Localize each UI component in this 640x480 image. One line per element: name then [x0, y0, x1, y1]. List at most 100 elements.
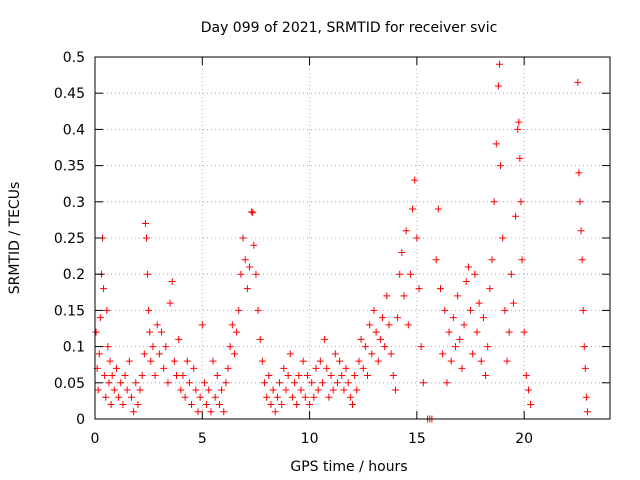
data-point	[452, 343, 459, 351]
data-point	[372, 328, 380, 336]
data-point	[361, 343, 369, 351]
data-point	[100, 285, 108, 293]
data-point	[333, 379, 341, 387]
data-point	[170, 357, 178, 365]
data-point	[92, 328, 100, 336]
data-point	[379, 314, 387, 322]
data-point	[583, 408, 591, 416]
x-tick-label: 10	[301, 431, 319, 447]
data-point	[432, 256, 440, 264]
data-point	[288, 393, 296, 401]
data-point	[237, 270, 245, 278]
data-point	[520, 328, 528, 336]
data-point	[454, 292, 462, 300]
data-point	[160, 364, 168, 372]
data-point	[308, 379, 316, 387]
data-point	[200, 379, 208, 387]
data-point	[127, 393, 135, 401]
data-point	[518, 256, 526, 264]
data-point	[123, 386, 131, 394]
data-point	[338, 372, 346, 380]
data-point	[503, 357, 511, 365]
data-point	[265, 372, 273, 380]
data-point	[482, 372, 490, 380]
data-point	[194, 408, 202, 416]
plot-frame	[94, 56, 611, 420]
data-point	[141, 220, 149, 228]
data-points	[92, 60, 591, 423]
y-tick-label: 0.05	[54, 376, 85, 392]
data-point	[312, 364, 320, 372]
data-point	[581, 364, 589, 372]
data-point	[385, 321, 393, 329]
data-point	[192, 386, 200, 394]
data-point	[119, 401, 127, 409]
data-point	[400, 292, 408, 300]
data-point	[269, 386, 277, 394]
y-tick-label: 0.45	[54, 86, 85, 102]
data-point	[349, 401, 356, 409]
data-point	[462, 277, 470, 285]
data-point	[413, 234, 421, 242]
data-point	[254, 306, 262, 314]
data-point	[215, 401, 223, 409]
data-point	[211, 393, 219, 401]
data-point	[374, 357, 382, 365]
data-point	[515, 118, 523, 126]
data-point	[301, 393, 309, 401]
data-point	[280, 364, 288, 372]
data-point	[577, 227, 585, 235]
data-point	[501, 306, 509, 314]
data-point	[213, 372, 221, 380]
y-axis-label: SRMTID / TECUs	[7, 182, 23, 295]
grid-lines	[95, 57, 610, 419]
data-point	[509, 299, 517, 307]
data-point	[132, 379, 140, 387]
data-point	[310, 393, 318, 401]
data-point	[164, 379, 172, 387]
data-point	[517, 198, 525, 206]
data-point	[464, 263, 472, 271]
data-point	[205, 386, 213, 394]
data-point	[235, 306, 243, 314]
data-point	[494, 82, 502, 90]
data-point	[203, 401, 211, 409]
x-axis-label: GPS time / hours	[290, 459, 407, 475]
data-point	[340, 386, 348, 394]
axis-ticks	[94, 56, 610, 420]
data-point	[357, 335, 365, 343]
data-point	[316, 357, 324, 365]
data-point	[258, 357, 266, 365]
data-point	[306, 401, 314, 409]
x-tick-label: 5	[198, 431, 207, 447]
data-point	[398, 248, 406, 256]
data-point	[469, 350, 477, 358]
data-point	[574, 78, 582, 86]
data-point	[447, 357, 455, 365]
data-point	[218, 386, 226, 394]
data-point	[497, 162, 505, 170]
data-point	[297, 386, 305, 394]
data-point	[107, 401, 115, 409]
data-point	[230, 350, 238, 358]
data-point	[449, 314, 457, 322]
data-point	[344, 379, 352, 387]
data-point	[106, 357, 114, 365]
data-point	[103, 306, 111, 314]
y-tick-labels: 0 0.05 0.1 0.15 0.2 0.25 0.3 0.35 0.4 0.45 0.5	[54, 50, 85, 428]
data-point	[419, 379, 427, 387]
data-point	[239, 234, 247, 242]
x-tick-labels: 0 5 10 15 20	[91, 431, 534, 447]
data-point	[250, 241, 258, 249]
data-point	[175, 335, 183, 343]
data-point	[514, 125, 522, 133]
data-point	[499, 234, 507, 242]
data-point	[181, 393, 189, 401]
data-point	[108, 372, 116, 380]
data-point	[366, 321, 374, 329]
data-point	[115, 393, 123, 401]
data-point	[151, 372, 159, 380]
y-tick-label: 0.1	[63, 340, 85, 356]
data-point	[479, 314, 487, 322]
